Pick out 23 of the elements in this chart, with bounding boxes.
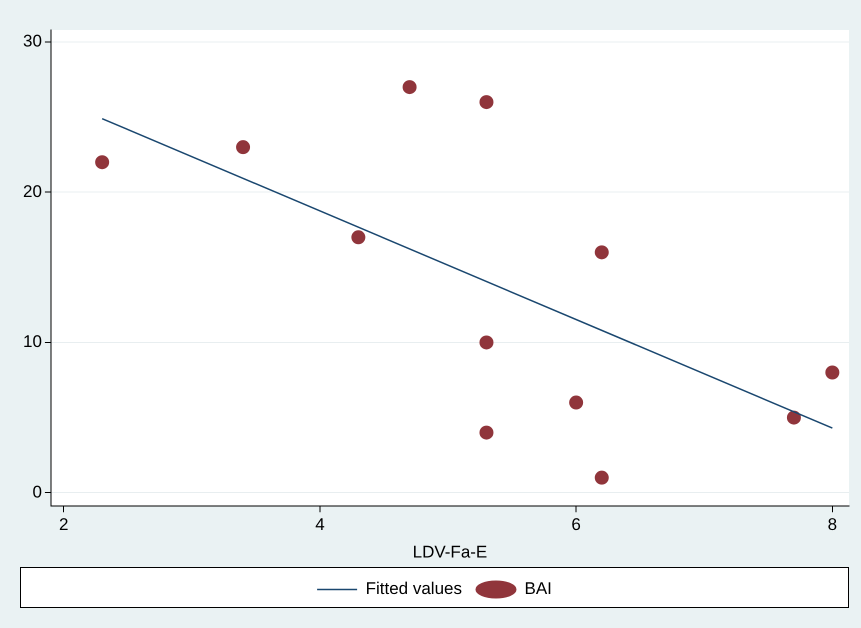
x-tick-label: 6 bbox=[571, 515, 581, 534]
point bbox=[479, 335, 494, 350]
point bbox=[479, 95, 494, 110]
point bbox=[594, 245, 609, 260]
point bbox=[825, 366, 840, 380]
point bbox=[569, 396, 584, 410]
y-tick-label: 10 bbox=[22, 332, 42, 352]
x-axis-title: LDV-Fa-E bbox=[412, 542, 488, 562]
point bbox=[95, 155, 110, 170]
point bbox=[402, 80, 417, 94]
legend-label: BAI bbox=[524, 579, 552, 598]
x-tick-label: 4 bbox=[315, 515, 325, 534]
point bbox=[351, 230, 366, 244]
point bbox=[786, 410, 801, 425]
x-tick-label: 2 bbox=[58, 515, 68, 534]
point bbox=[236, 140, 250, 154]
y-tick-label: 30 bbox=[22, 32, 42, 51]
x-tick-label: 8 bbox=[828, 515, 838, 534]
legend-label: Fitted values bbox=[366, 579, 462, 598]
point bbox=[594, 470, 609, 485]
y-tick-label: 0 bbox=[32, 482, 42, 502]
y-tick-label: 20 bbox=[22, 182, 42, 201]
point bbox=[479, 426, 494, 440]
